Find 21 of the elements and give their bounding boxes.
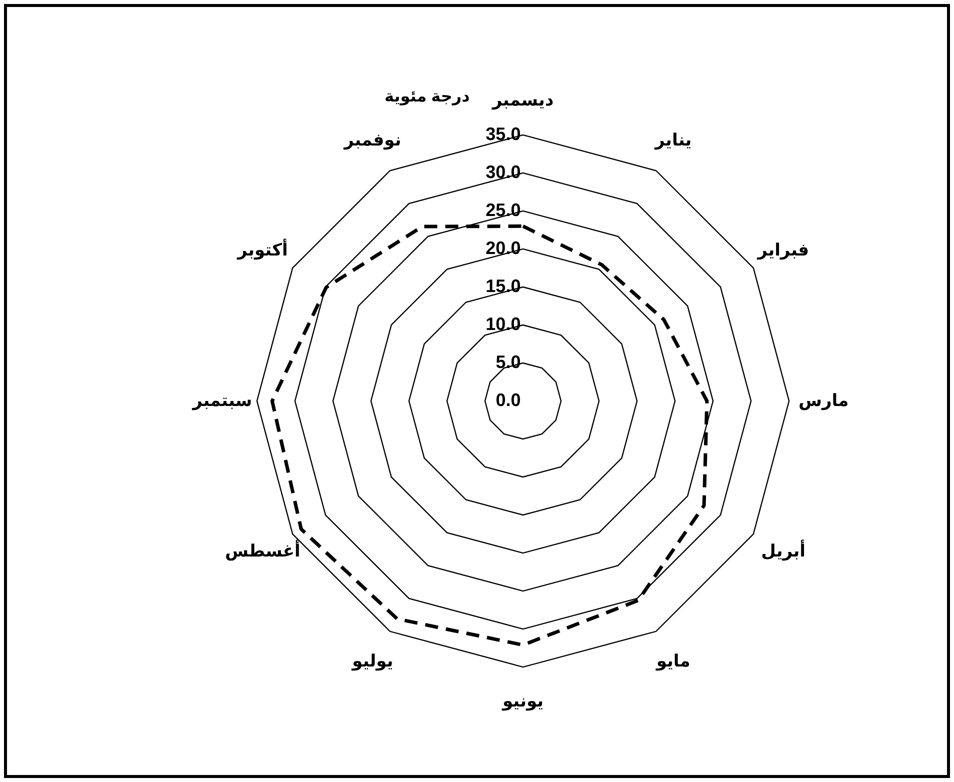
y-tick-label: 20.0 <box>486 238 521 258</box>
spoke-label: سبتمبر <box>192 391 252 411</box>
spoke-label: ديسمبر <box>491 90 554 110</box>
y-tick-label: 10.0 <box>486 314 521 334</box>
spoke-label: يونيو <box>501 692 544 712</box>
spoke-label: أغسطس <box>224 539 300 562</box>
spoke-label: مايو <box>655 651 690 672</box>
spoke-label: يوليو <box>351 651 394 672</box>
spoke-label: أكتوبر <box>236 238 288 261</box>
spoke-label: أبريل <box>761 539 806 562</box>
y-tick-label: 30.0 <box>486 162 521 182</box>
y-tick-label: 35.0 <box>486 124 521 144</box>
y-tick-label: 15.0 <box>486 276 521 296</box>
spoke-label: مارس <box>798 391 849 411</box>
y-tick-label: 0.0 <box>496 390 521 410</box>
spoke-label: يناير <box>654 130 692 151</box>
y-tick-label: 25.0 <box>486 200 521 220</box>
spoke-label: فبراير <box>756 240 810 261</box>
spoke-label: نوفمبر <box>343 130 402 151</box>
text: درجة مئوية <box>384 88 470 106</box>
y-tick-label: 5.0 <box>496 352 521 372</box>
